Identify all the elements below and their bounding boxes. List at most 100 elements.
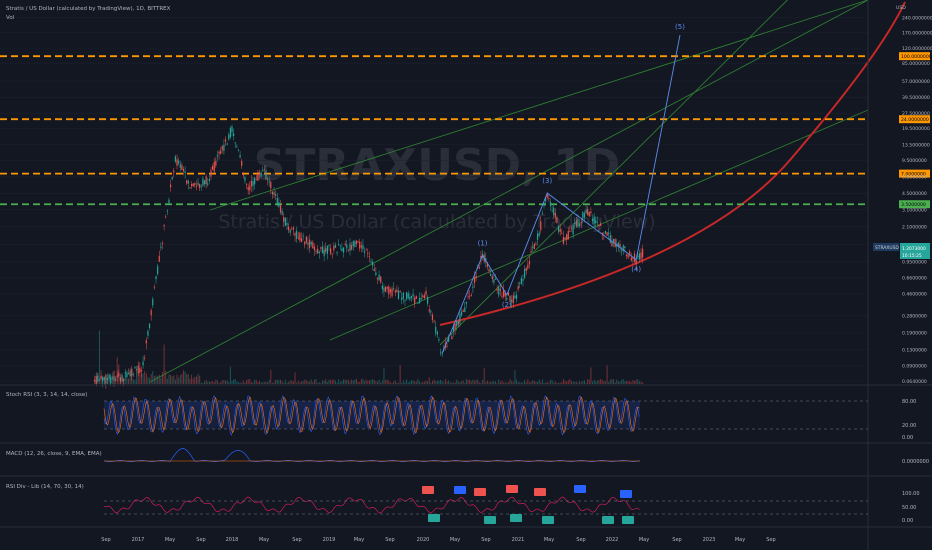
volume-bar (257, 382, 259, 384)
candle-body (430, 311, 432, 313)
volume-bar (191, 374, 193, 384)
volume-bar (244, 382, 246, 384)
candle-body (467, 296, 469, 298)
volume-bar (501, 380, 503, 384)
candle-body (452, 326, 455, 333)
volume-bar (330, 379, 332, 384)
volume-bar (525, 382, 527, 384)
candle-body (208, 178, 210, 182)
volume-bar (558, 382, 560, 384)
candle-body (309, 239, 311, 248)
candle-body (137, 365, 139, 374)
candle-body (310, 242, 312, 245)
volume-bar (328, 379, 330, 384)
candle-body (276, 198, 278, 204)
candle-body (393, 288, 395, 289)
candle-body (588, 211, 590, 217)
volume-bar (520, 382, 522, 384)
volume-bar (183, 370, 184, 384)
volume-bar (485, 382, 487, 384)
volume-bar (367, 381, 369, 384)
wave-label: (3) (542, 177, 552, 185)
candle-body (540, 221, 542, 231)
candle-body (140, 369, 143, 372)
candle-body (262, 170, 264, 172)
candle-body (504, 292, 506, 297)
volume-bar (465, 379, 467, 384)
candle-body (108, 374, 110, 379)
candle-body (168, 199, 170, 204)
candle-body (258, 172, 261, 175)
candle-body (158, 255, 160, 262)
watermark-symbol: STRAXUSD, 1D (254, 140, 621, 191)
candle-body (388, 286, 390, 295)
volume-bar (239, 382, 241, 384)
candle-body (414, 297, 416, 304)
candle-body (391, 288, 393, 296)
time-tick: Sep (672, 537, 681, 543)
time-tick: May (165, 537, 175, 543)
volume-bar (270, 369, 272, 384)
volume-bar (301, 381, 303, 384)
volume-bar (320, 382, 322, 384)
candle-body (147, 330, 149, 336)
candle-body (283, 216, 285, 222)
candle-body (245, 183, 248, 185)
candle-body (330, 248, 332, 254)
candle-body (205, 176, 207, 185)
candle-body (609, 235, 611, 243)
volume-bar (305, 380, 307, 384)
price-tick: 0.6600000 (902, 276, 927, 282)
volume-bar (454, 382, 456, 384)
candle-body (252, 180, 254, 186)
volume-bar (273, 381, 275, 384)
volume-bar (359, 382, 361, 384)
volume-bar (199, 375, 201, 384)
volume-bar (495, 381, 497, 384)
candle-body (341, 248, 343, 252)
candle-body (383, 287, 385, 292)
price-tick: 0.4600000 (902, 292, 927, 298)
volume-bar (331, 380, 333, 384)
candle-body (538, 232, 540, 236)
candle-body (535, 243, 537, 245)
volume-bar (490, 381, 492, 384)
volume-bar (472, 379, 474, 384)
volume-bar (205, 379, 207, 384)
candle-body (152, 298, 154, 306)
volume-bar (223, 380, 225, 384)
volume-bar (585, 382, 587, 384)
candle-body (459, 313, 461, 324)
volume-bar (399, 365, 401, 384)
candle-body (213, 161, 215, 172)
time-tick: May (735, 537, 745, 543)
volume-bar (407, 382, 409, 384)
volume-bar (150, 374, 152, 384)
volume-bar (360, 379, 362, 384)
candle-body (150, 310, 152, 316)
volume-bar (436, 380, 438, 384)
volume-bar (346, 380, 348, 384)
candle-body (305, 236, 307, 243)
volume-bar (189, 378, 191, 384)
candle-body (533, 243, 535, 249)
candle-body (410, 296, 413, 298)
volume-bar (271, 382, 273, 384)
wave-path (441, 34, 681, 354)
volume-bar (195, 376, 197, 384)
divergence-badge (534, 488, 546, 496)
candle-body (396, 289, 398, 293)
volume-bar (635, 379, 637, 384)
candle-body (456, 320, 458, 327)
volume-bar (575, 381, 577, 384)
volume-bar (322, 380, 324, 384)
divergence-badge (542, 516, 554, 524)
candle-body (257, 174, 259, 181)
candle-body (342, 247, 345, 253)
volume-bar (386, 379, 388, 384)
volume-bar (482, 379, 484, 384)
volume-bar (562, 379, 564, 384)
candle-body (278, 202, 280, 207)
volume-bar (595, 381, 597, 384)
